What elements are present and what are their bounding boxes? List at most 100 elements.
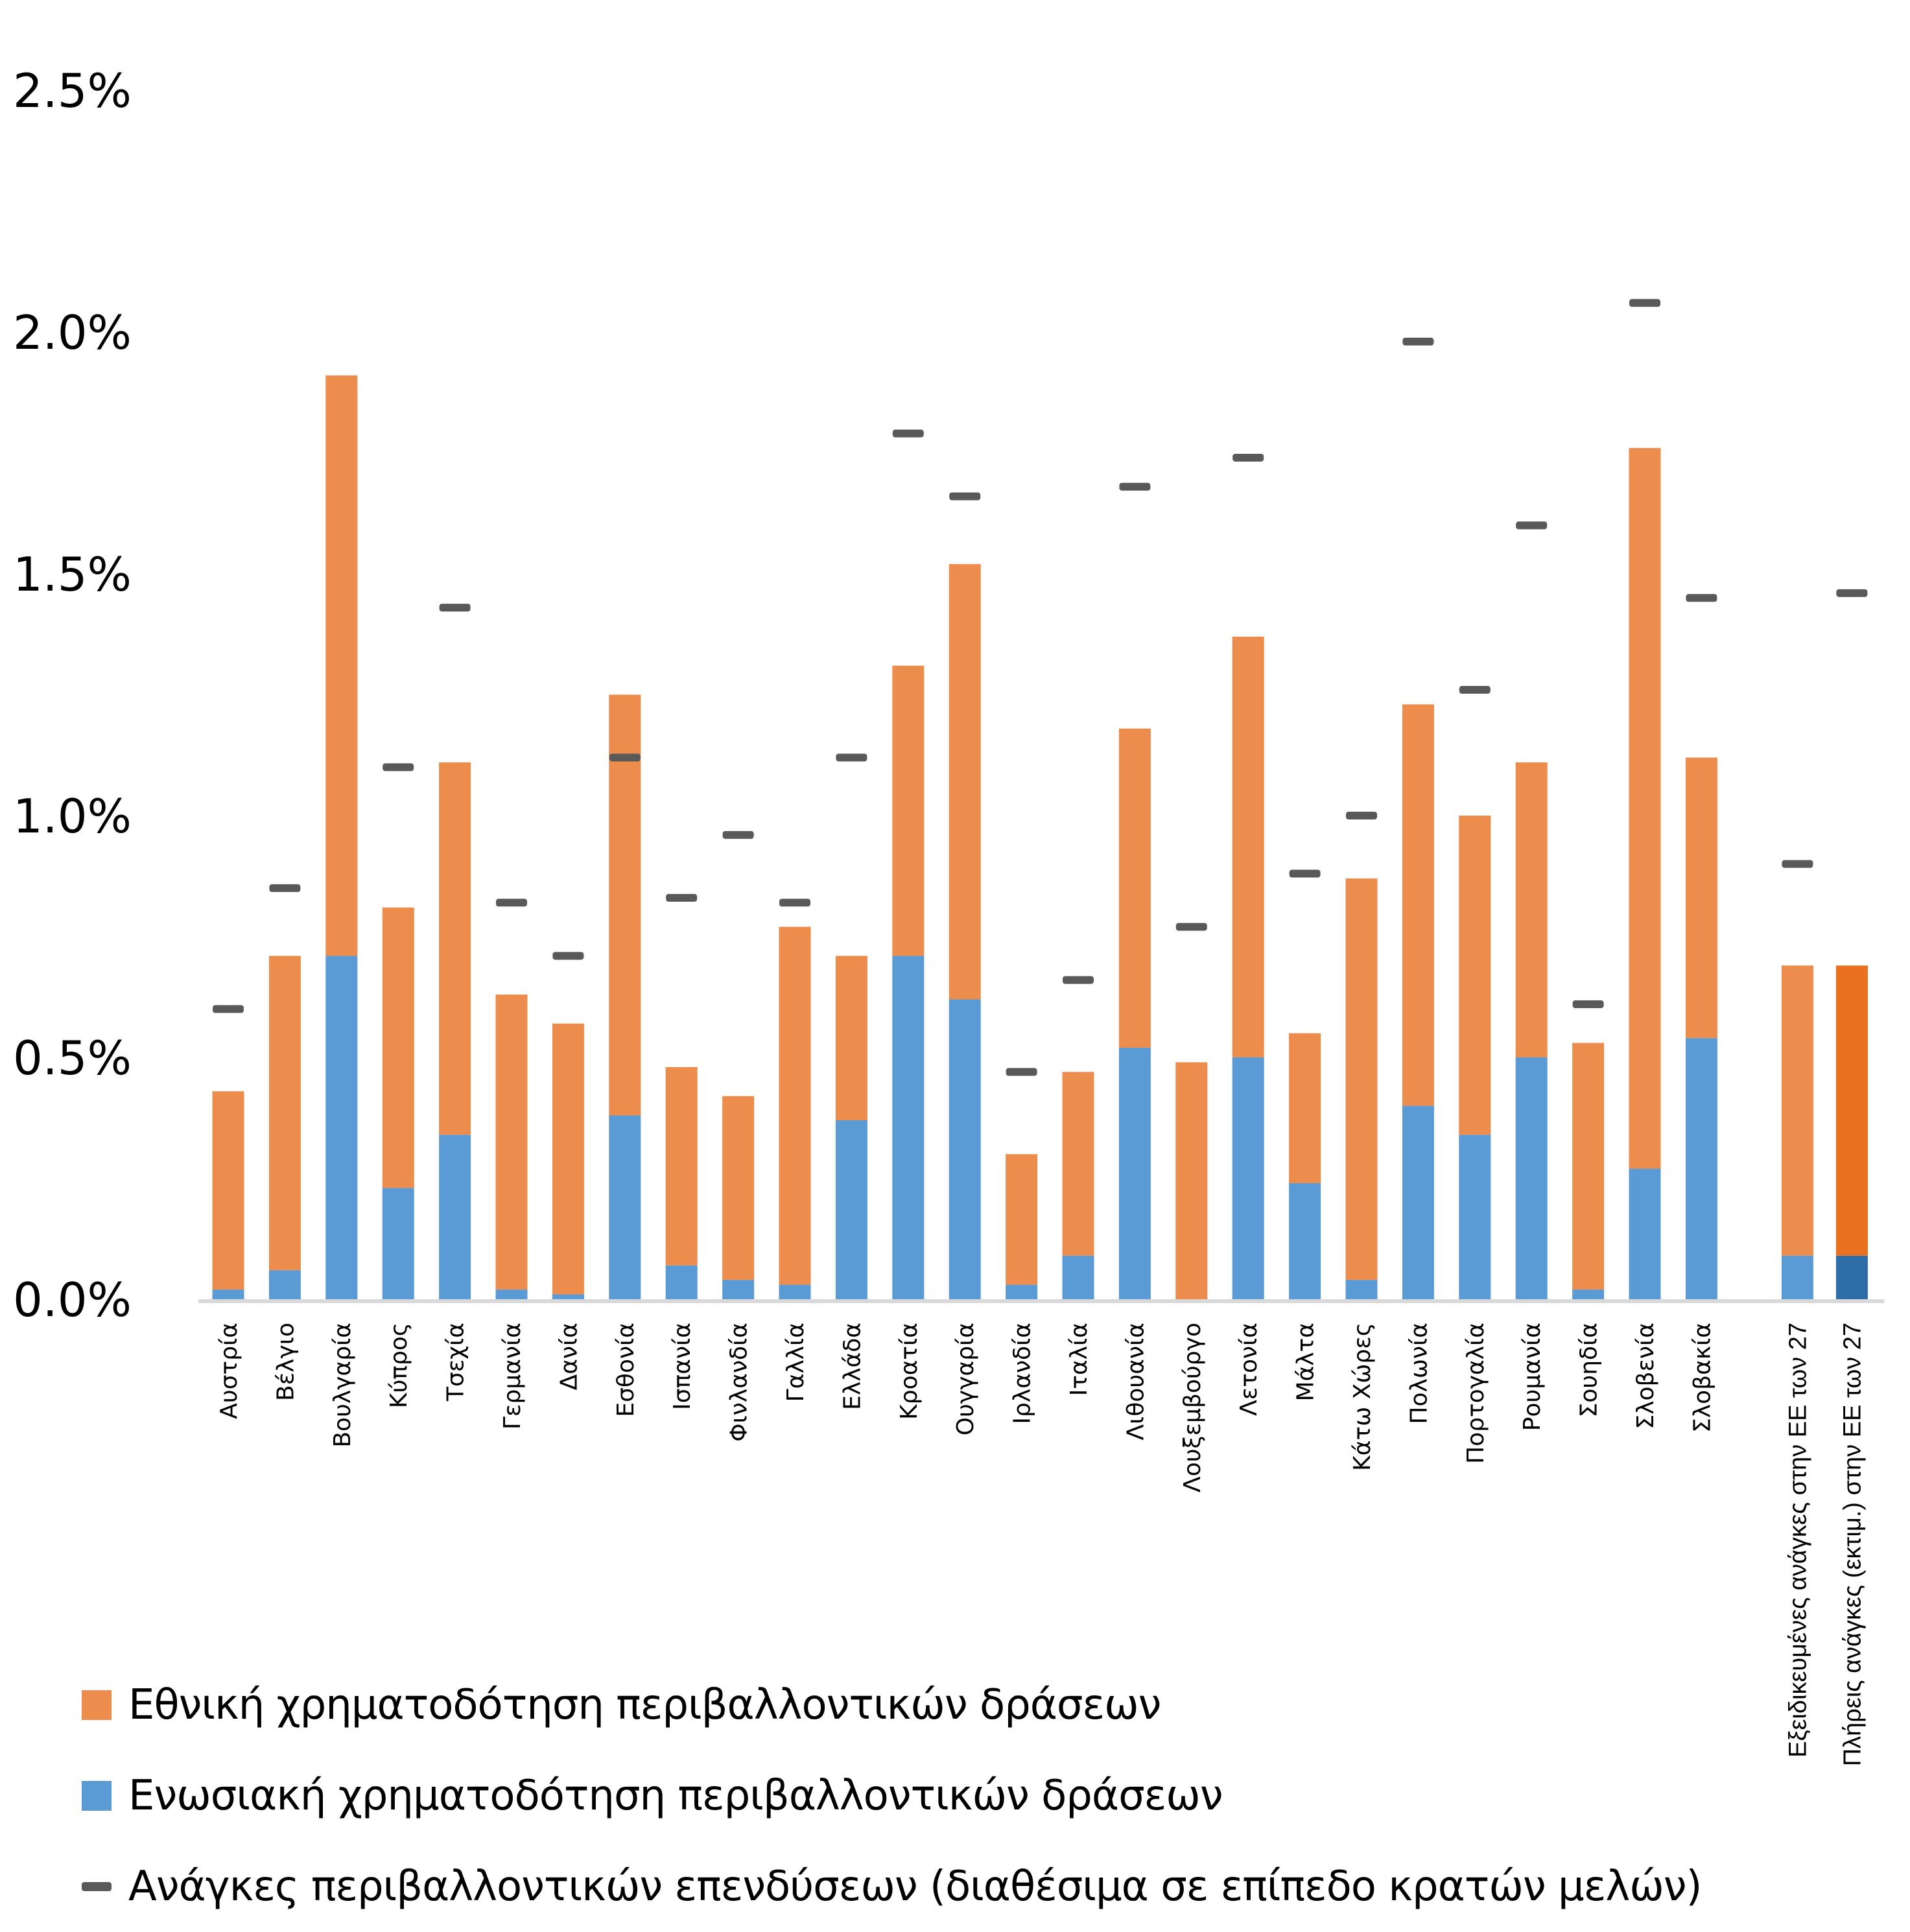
bar-national-funding: [1629, 448, 1661, 1169]
bar-eu-funding: [1781, 1255, 1813, 1299]
bar-national-funding: [1175, 1062, 1208, 1299]
legend: Εθνική χρηματοδότηση περιβαλλοντικών δρά…: [82, 1660, 1702, 1932]
x-tick-label: Σλοβενία: [1633, 1323, 1659, 1430]
y-tick-label: 0.0%: [13, 1273, 132, 1327]
need-markers: [213, 299, 1868, 1076]
bar-national-funding: [1835, 965, 1868, 1256]
bar-eu-funding: [1685, 1038, 1717, 1299]
need-marker: [269, 884, 301, 892]
legend-item-needs: Ανάγκες περιβαλλοντικών επενδύσεων (διαθ…: [82, 1841, 1702, 1932]
bar-national-funding: [1572, 1043, 1605, 1290]
bar-eu-funding: [1006, 1284, 1038, 1299]
bar-national-funding: [1062, 1072, 1094, 1256]
bar-national-funding: [1006, 1154, 1038, 1285]
x-axis-labels: Αυστρία Βέλγιο Βουλγαρία Κύπρος Τσεχία Γερμαν…: [216, 1323, 1866, 1766]
bar-national-funding: [1781, 965, 1813, 1256]
legend-item-national: Εθνική χρηματοδότηση περιβαλλοντικών δρά…: [82, 1660, 1702, 1750]
bar-national-funding: [439, 762, 471, 1135]
need-marker: [496, 899, 527, 907]
need-marker: [1289, 869, 1321, 878]
bars: [212, 375, 1868, 1299]
need-marker: [1346, 812, 1377, 819]
bar-eu-funding: [552, 1294, 584, 1299]
legend-dash-needs: [82, 1882, 112, 1891]
need-marker: [1572, 1000, 1604, 1008]
bar-eu-funding: [268, 1270, 301, 1299]
need-marker: [439, 604, 471, 612]
bar-eu-funding: [1062, 1255, 1094, 1299]
y-tick-label: 2.5%: [13, 64, 132, 118]
y-tick-label: 2.0%: [13, 305, 132, 360]
bar-eu-funding: [835, 1120, 867, 1299]
x-tick-label: Πολωνία: [1406, 1323, 1432, 1424]
bar-national-funding: [835, 956, 867, 1120]
x-tick-label: Εσθονία: [613, 1323, 639, 1417]
x-tick-label: Κάτω Χώρες: [1349, 1323, 1376, 1471]
legend-item-eu: Ενωσιακή χρηματοδότηση περιβαλλοντικών δ…: [82, 1750, 1702, 1841]
need-marker: [1232, 453, 1264, 462]
need-marker: [383, 763, 414, 772]
legend-label-eu: Ενωσιακή χρηματοδότηση περιβαλλοντικών δ…: [128, 1772, 1223, 1820]
x-tick-label: Λουξεμβούργο: [1179, 1323, 1206, 1492]
bar-national-funding: [665, 1066, 698, 1266]
x-tick-label: Γαλλία: [783, 1323, 809, 1402]
bar-national-funding: [495, 995, 528, 1290]
bar-national-funding: [552, 1023, 584, 1295]
x-tick-label: Γερμανία: [499, 1323, 526, 1430]
x-tick-label: Ισπανία: [669, 1323, 696, 1410]
x-tick-label: Σλοβακία: [1689, 1323, 1715, 1433]
x-tick-label: Τσεχία: [443, 1323, 469, 1402]
x-tick-label: Ρουμανία: [1519, 1323, 1546, 1431]
x-tick-label: Κροατία: [896, 1323, 923, 1420]
x-tick-label: Κύπρος: [386, 1323, 412, 1408]
x-tick-label: Εξειδικευμένες ανάγκες στην ΕΕ των 27: [1784, 1323, 1811, 1758]
need-marker: [1516, 521, 1548, 530]
x-tick-label: Ιρλανδία: [1009, 1323, 1036, 1424]
x-tick-label: Φινλανδία: [726, 1323, 753, 1442]
bar-eu-funding: [325, 956, 358, 1299]
bar-national-funding: [1402, 704, 1434, 1106]
need-marker: [552, 952, 584, 960]
x-tick-label: Μάλτα: [1293, 1323, 1319, 1402]
bar-eu-funding: [1118, 1048, 1151, 1299]
bar-eu-funding: [609, 1115, 641, 1299]
bar-eu-funding: [779, 1284, 811, 1299]
x-tick-label: Βέλγιο: [272, 1323, 299, 1401]
x-tick-label: Βουλγαρία: [329, 1323, 356, 1448]
bar-national-funding: [325, 375, 358, 956]
y-tick-label: 0.5%: [13, 1031, 132, 1085]
need-marker: [213, 1005, 244, 1013]
bar-national-funding: [1685, 757, 1717, 1039]
need-marker: [779, 899, 810, 907]
bar-national-funding: [212, 1091, 244, 1290]
need-marker: [949, 492, 981, 501]
x-tick-label: Λετονία: [1236, 1323, 1262, 1416]
bar-eu-funding: [892, 956, 925, 1299]
bar-eu-funding: [1289, 1183, 1321, 1299]
legend-label-national: Εθνική χρηματοδότηση περιβαλλοντικών δρά…: [128, 1681, 1161, 1729]
bar-eu-funding: [1459, 1135, 1491, 1299]
x-tick-label: Ιταλία: [1066, 1323, 1092, 1396]
x-tick-label: Λιθουανία: [1122, 1323, 1149, 1440]
legend-swatch-national: [82, 1690, 112, 1720]
x-tick-label: Δανία: [556, 1323, 582, 1390]
bar-eu-funding: [495, 1290, 528, 1299]
need-marker: [1836, 589, 1868, 597]
legend-swatch-eu: [82, 1781, 112, 1811]
need-marker: [1063, 976, 1094, 984]
need-marker: [722, 831, 754, 839]
bar-national-funding: [1345, 878, 1378, 1280]
bar-eu-funding: [1232, 1057, 1264, 1299]
x-tick-label: Ουγγαρία: [952, 1323, 979, 1435]
need-marker: [1402, 337, 1434, 346]
bar-eu-funding: [1835, 1255, 1868, 1299]
bar-national-funding: [609, 694, 641, 1116]
y-axis: 0.0% 0.5% 1.0% 1.5% 2.0% 2.5%: [13, 64, 132, 1327]
need-marker: [836, 753, 867, 762]
bar-national-funding: [1515, 762, 1548, 1057]
bar-eu-funding: [1629, 1168, 1661, 1299]
bar-national-funding: [722, 1096, 755, 1280]
x-tick-label: Αυστρία: [216, 1323, 242, 1419]
need-marker: [1782, 860, 1813, 868]
